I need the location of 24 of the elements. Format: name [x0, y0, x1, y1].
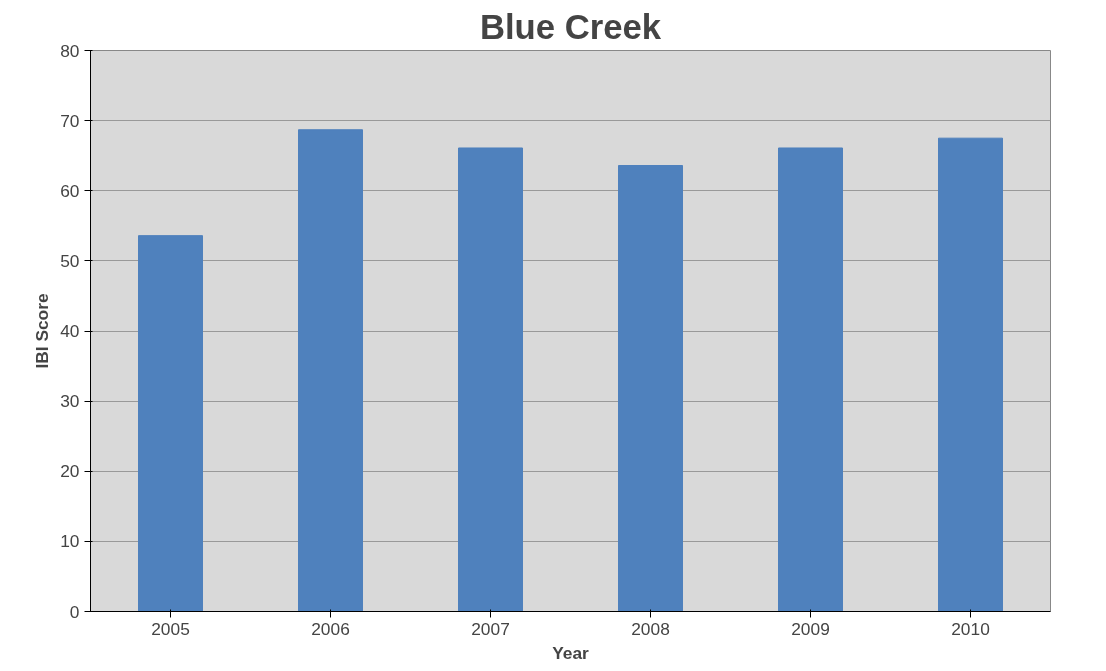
x-tick-label: 2006: [311, 618, 350, 639]
x-tick-label: 2008: [631, 618, 670, 639]
y-tick-label: 0: [69, 601, 80, 622]
y-tick-label: 40: [60, 321, 80, 341]
y-tick-label: 30: [60, 391, 80, 412]
x-tick-label: 2009: [791, 618, 830, 639]
y-tick-label: 80: [60, 40, 80, 61]
bar: [618, 165, 683, 612]
x-tick-label: 2005: [151, 618, 190, 639]
y-tick-label: 20: [60, 461, 80, 482]
y-tick-label: 50: [60, 250, 80, 271]
bar: [778, 147, 843, 612]
y-axis-title: IBI Score: [32, 293, 53, 369]
bar: [298, 129, 363, 612]
y-tick-label: 70: [60, 110, 80, 131]
bar: [138, 235, 203, 612]
y-tick-label: 10: [60, 531, 80, 552]
bar: [458, 147, 523, 612]
x-tick-label: 2010: [951, 618, 990, 639]
y-tick-label: 60: [60, 180, 80, 201]
x-tick-label: 2007: [471, 618, 510, 639]
x-axis-title: Year: [552, 642, 590, 663]
chart-title: Blue Creek: [479, 7, 662, 46]
bar: [938, 137, 1003, 612]
